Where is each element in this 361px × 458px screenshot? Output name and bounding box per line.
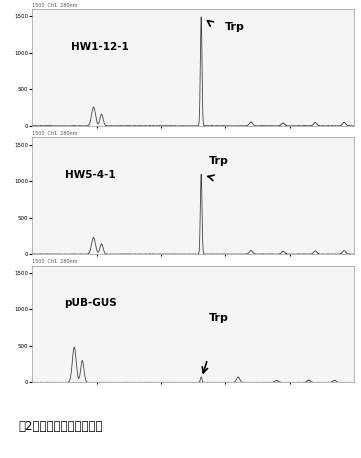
Text: 1500  Ch1  280nm: 1500 Ch1 280nm	[32, 260, 78, 264]
Text: 1500  Ch1  280nm: 1500 Ch1 280nm	[32, 131, 78, 136]
Text: pUB-GUS: pUB-GUS	[65, 298, 117, 308]
Text: Trp: Trp	[209, 156, 229, 166]
Text: HW1-12-1: HW1-12-1	[71, 42, 129, 52]
Text: Trp: Trp	[225, 22, 245, 32]
Text: HW5-4-1: HW5-4-1	[65, 170, 115, 180]
Text: Trp: Trp	[209, 313, 229, 323]
Text: 1500  Ch1  280nm: 1500 Ch1 280nm	[32, 3, 78, 8]
Text: 図2　玄米の成分分析結果: 図2 玄米の成分分析結果	[18, 420, 103, 433]
